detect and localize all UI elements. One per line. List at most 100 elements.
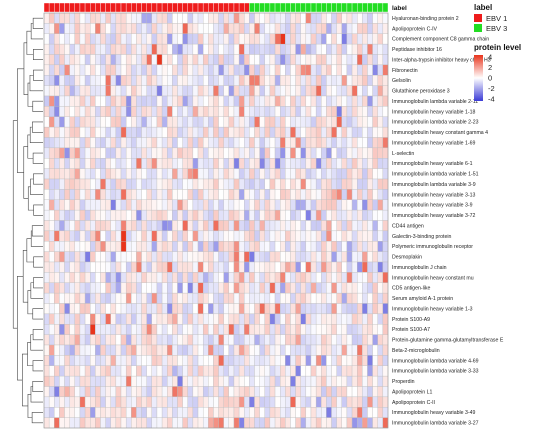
row-label: Immunoglobulin lambda variable 3-33 (392, 369, 479, 375)
heatmap-cell (228, 407, 235, 418)
heatmap-cell (136, 23, 142, 34)
heatmap-cell (264, 147, 271, 159)
heatmap-cell (295, 95, 301, 107)
heatmap-cell (274, 272, 281, 283)
heatmap-cell (131, 241, 137, 252)
heatmap-cell (362, 324, 368, 335)
heatmap-cell (213, 64, 219, 76)
heatmap-cell (367, 85, 373, 97)
heatmap-cell (238, 292, 245, 304)
heatmap-cell (131, 386, 137, 398)
heatmap-cell (177, 147, 183, 159)
heatmap-cell (151, 126, 158, 138)
heatmap-cell (351, 396, 358, 408)
heatmap-cell (59, 324, 65, 335)
heatmap-cell (172, 189, 178, 200)
heatmap-cell (357, 417, 363, 429)
heatmap-cell (84, 126, 91, 138)
heatmap-cell (172, 85, 178, 97)
heatmap-cell (177, 303, 183, 315)
heatmap-cell (48, 386, 55, 398)
heatmap-cell (274, 209, 281, 221)
heatmap-cell (131, 209, 137, 221)
heatmap-cell (280, 344, 286, 356)
heatmap-cell (238, 116, 245, 128)
heatmap-cell (321, 85, 327, 97)
heatmap-cell (274, 386, 281, 398)
heatmap-cell (54, 189, 60, 200)
heatmap-cell (146, 64, 152, 76)
heatmap-cell (105, 209, 111, 221)
heatmap-cell (146, 241, 152, 252)
heatmap-cell (233, 324, 240, 335)
heatmap-cell (110, 261, 117, 273)
dendrogram-branch (27, 393, 33, 418)
heatmap-cell (48, 209, 55, 221)
row-label: Immunoglobulin lambda variable 2-11 (392, 99, 478, 105)
heatmap-cell (161, 178, 168, 190)
heatmap-cell (305, 292, 312, 304)
heatmap-cell (208, 64, 214, 76)
dendrogram-branch (32, 329, 43, 341)
heatmap-cell (208, 407, 214, 418)
heatmap-cell (259, 189, 265, 200)
heatmap-cell (172, 292, 178, 304)
heatmap-cell (192, 303, 199, 315)
heatmap-cell (223, 158, 230, 169)
heatmap-cell (295, 75, 301, 86)
heatmap-cell (182, 85, 188, 97)
heatmap-cell (274, 292, 281, 304)
heatmap-cell (274, 220, 281, 232)
heatmap-cell (351, 178, 358, 190)
heatmap-cell (254, 375, 260, 387)
heatmap-cell (105, 137, 111, 149)
heatmap-cell (341, 386, 348, 398)
heatmap-cell (357, 75, 363, 86)
heatmap-cell (79, 33, 86, 45)
heatmap-cell (90, 209, 96, 221)
annotation-label: label (392, 5, 407, 12)
heatmap-cell (202, 126, 209, 138)
heatmap-cell (192, 292, 199, 304)
heatmap-cell (105, 230, 111, 242)
heatmap-cell (64, 126, 70, 138)
heatmap-cell (64, 189, 70, 200)
heatmap-cell (187, 303, 194, 315)
heatmap-cell (367, 334, 373, 346)
heatmap-cell (269, 220, 276, 232)
heatmap-cell (249, 261, 255, 273)
heatmap-cell (357, 313, 363, 325)
heatmap-cell (172, 241, 178, 252)
heatmap-cell (290, 292, 296, 304)
heatmap-cell (305, 375, 312, 387)
heatmap-cell (315, 334, 322, 346)
row-label: Immunoglobulin lambda variable 1-51 (392, 172, 479, 178)
heatmap-cell (315, 272, 322, 283)
heatmap-cell (84, 344, 91, 356)
heatmap-cell (95, 324, 101, 335)
heatmap-cell (346, 168, 353, 180)
heatmap-cell (100, 417, 106, 429)
heatmap-cell (202, 272, 209, 283)
heatmap-cell (290, 241, 296, 252)
heatmap-cell (305, 158, 312, 169)
heatmap-cell (233, 54, 240, 66)
heatmap-cell (305, 137, 312, 149)
heatmap-cell (54, 12, 60, 24)
heatmap-cell (372, 375, 378, 387)
heatmap-cell (54, 324, 60, 335)
heatmap-cell (54, 230, 60, 242)
heatmap-cell (310, 282, 317, 294)
heatmap-cell (192, 178, 199, 190)
heatmap-cell (244, 272, 250, 283)
heatmap-cell (254, 106, 260, 117)
heatmap-cell (331, 230, 337, 242)
heatmap-cell (300, 417, 307, 429)
heatmap-cell (90, 168, 96, 180)
heatmap-cell (233, 375, 240, 387)
heatmap-cell (48, 64, 55, 76)
heatmap-cell (321, 178, 327, 190)
heatmap-cell (161, 261, 168, 273)
heatmap-cell (377, 261, 384, 273)
heatmap-cell (136, 95, 142, 107)
